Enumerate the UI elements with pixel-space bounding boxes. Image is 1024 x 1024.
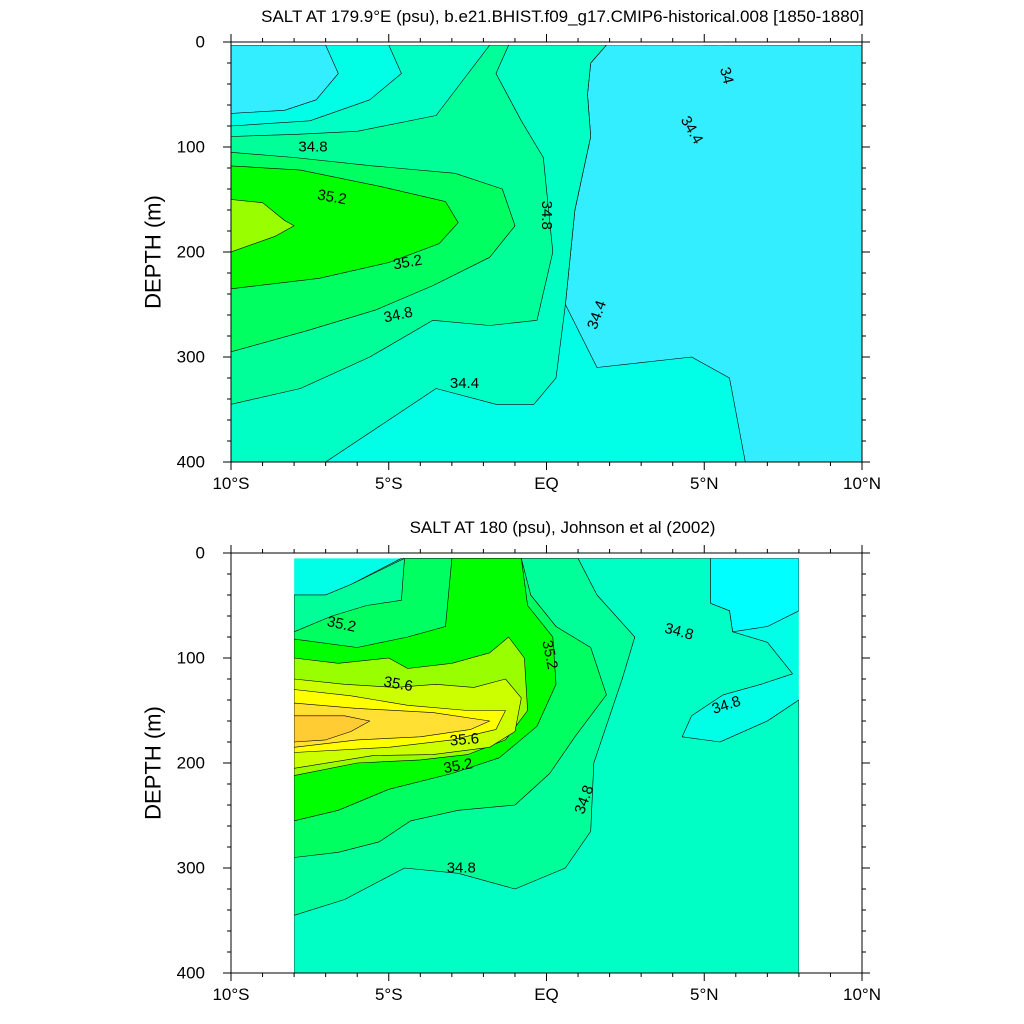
contour-label: 35.2 <box>538 639 561 671</box>
contour-label: 35.2 <box>442 755 474 777</box>
contour-label: 35.6 <box>449 730 480 749</box>
contour-fills <box>294 558 799 973</box>
contour-label: 34.8 <box>663 620 696 644</box>
y-tick-label: 400 <box>177 453 205 472</box>
x-tick-label: 10°N <box>843 985 881 1004</box>
chart-title: SALT AT 179.9°E (psu), b.e21.BHIST.f09_g… <box>261 7 864 26</box>
contour-label: 35.2 <box>392 252 424 274</box>
contour-label: 34.4 <box>450 375 479 392</box>
contour-region-35-2-0 <box>231 165 459 290</box>
chart-panel-2: 35.235.234.835.634.835.635.234.834.810°S… <box>141 518 881 1004</box>
y-tick-label: 200 <box>177 754 205 773</box>
x-tick-label: 10°N <box>843 474 881 493</box>
x-tick-label: 5°S <box>375 474 403 493</box>
x-tick-label: 10°S <box>212 985 249 1004</box>
chart-title: SALT AT 180 (psu), Johnson et al (2002) <box>410 518 716 537</box>
y-tick-label: 100 <box>177 138 205 157</box>
y-tick-label: 400 <box>177 964 205 983</box>
contour-label: 34 <box>716 65 737 86</box>
y-tick-label: 300 <box>177 859 205 878</box>
contour-label: 35.6 <box>382 673 414 695</box>
y-tick-label: 200 <box>177 243 205 262</box>
x-tick-label: 5°S <box>375 985 403 1004</box>
contour-label: 35.2 <box>325 613 357 636</box>
contour-label: 34.8 <box>447 860 476 877</box>
x-tick-label: 10°S <box>212 474 249 493</box>
contour-label: 34.8 <box>382 304 414 327</box>
contour-label: 34.8 <box>298 139 327 156</box>
contour-region-36-0 <box>294 702 491 748</box>
x-tick-label: 5°N <box>690 985 719 1004</box>
y-tick-label: 0 <box>196 544 205 563</box>
y-tick-label: 300 <box>177 348 205 367</box>
contour-label: 34.8 <box>538 201 555 230</box>
contour-region-35-4-0 <box>231 199 295 253</box>
y-tick-label: 0 <box>196 33 205 52</box>
contour-region-36-2-0 <box>294 715 371 743</box>
x-tick-label: EQ <box>534 985 559 1004</box>
contour-label: 35.2 <box>316 186 348 208</box>
x-tick-label: EQ <box>534 474 559 493</box>
contour-fills <box>231 45 862 463</box>
contour-region-34-4-0 <box>231 45 339 114</box>
y-axis-label: DEPTH (m) <box>141 706 166 820</box>
y-tick-label: 100 <box>177 649 205 668</box>
y-axis-label: DEPTH (m) <box>141 195 166 309</box>
x-tick-label: 5°N <box>690 474 719 493</box>
